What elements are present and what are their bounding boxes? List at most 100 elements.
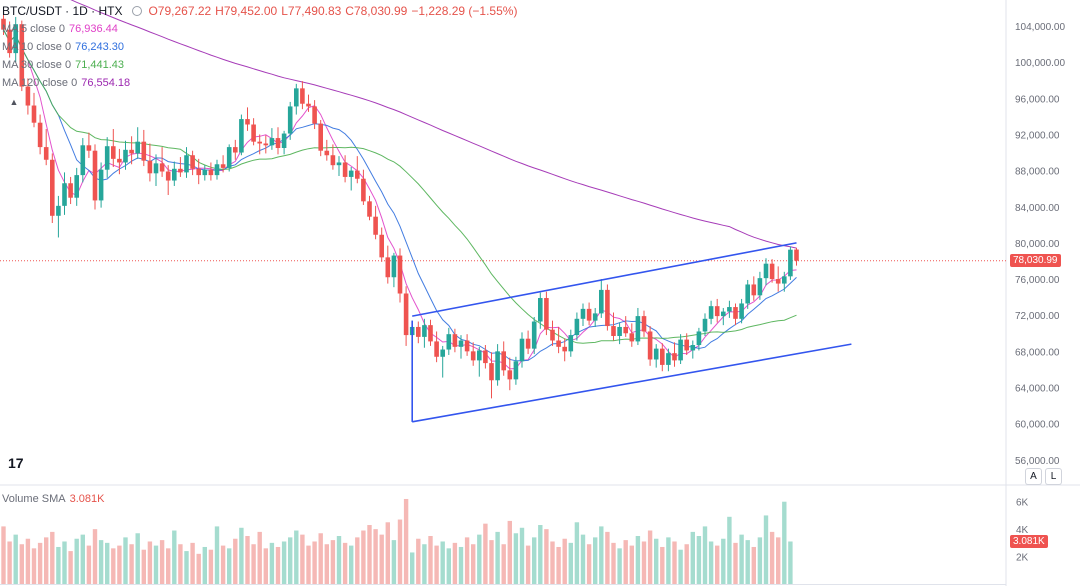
indicator-ma10[interactable]: MA 10 close 0 76,243.30 — [2, 40, 124, 54]
indicator-ma30[interactable]: MA 30 close 0 71,441.43 — [2, 58, 124, 72]
candle-body — [782, 276, 787, 284]
volume-bar — [178, 544, 183, 584]
volume-bar — [635, 536, 641, 584]
volume-bar — [617, 548, 622, 584]
candle-body — [361, 178, 366, 202]
volume-bar — [599, 526, 604, 584]
volume-bars — [1, 498, 793, 584]
volume-bar — [739, 534, 744, 584]
candle-body — [312, 106, 317, 124]
candle-body — [80, 145, 86, 176]
indicator-ma120[interactable]: MA 120 close 0 76,554.18 — [2, 76, 130, 90]
volume-bar — [745, 540, 750, 584]
volume-bar — [214, 526, 220, 584]
candle-body — [287, 106, 293, 134]
tradingview-logo-icon[interactable]: 17 — [8, 455, 24, 471]
candle-body — [757, 278, 763, 296]
candle-body — [550, 329, 555, 341]
candle-body — [775, 279, 781, 284]
volume-bar — [647, 530, 653, 584]
auto-scale-button[interactable]: A — [1025, 468, 1042, 485]
volume-bar — [532, 537, 537, 584]
volume-bar — [1, 526, 6, 584]
volume-bar — [56, 546, 61, 584]
volume-bar — [342, 542, 348, 584]
candle-body — [348, 170, 354, 177]
symbol-title[interactable]: BTC/USDT · 1D · HTX — [2, 4, 123, 18]
candle-body — [178, 168, 183, 173]
volume-bar — [678, 549, 683, 584]
candle-body — [403, 293, 409, 336]
candle-body — [159, 163, 165, 172]
volume-bar — [379, 534, 384, 584]
volume-bar — [611, 542, 616, 584]
indicator-value: 76,936.44 — [68, 23, 118, 35]
volume-bar — [306, 545, 311, 584]
volume-bar — [361, 530, 366, 584]
volume-bar — [574, 522, 580, 584]
trendline — [412, 242, 797, 317]
indicator-value: 76,554.18 — [81, 77, 131, 89]
candle-body — [251, 124, 256, 142]
candle-body — [580, 308, 586, 319]
indicator-label: MA 5 close 0 — [2, 23, 65, 35]
volume-bar — [458, 546, 464, 584]
indicator-value: 71,441.43 — [75, 59, 125, 71]
volume-bar — [166, 548, 171, 584]
volume-bar — [471, 544, 476, 584]
volume-bar — [184, 551, 189, 584]
volume-bar — [62, 541, 67, 584]
volume-bar — [172, 530, 177, 584]
candle-body — [714, 306, 720, 317]
volume-bar — [477, 534, 482, 584]
candle-body — [605, 289, 610, 327]
candle-body — [495, 351, 500, 381]
candle-body — [275, 138, 281, 149]
volume-bar — [25, 538, 31, 584]
candle-body — [37, 122, 43, 148]
volume-bar — [727, 516, 732, 584]
candle-body — [470, 351, 476, 361]
volume-bar — [452, 542, 458, 584]
candle-body — [568, 335, 574, 352]
indicator-ma5[interactable]: MA 5 close 0 76,936.44 — [2, 22, 118, 36]
candle-body — [117, 158, 122, 163]
price-tick-label: 104,000.00 — [1015, 22, 1065, 33]
volume-bar — [696, 536, 702, 584]
candle-body — [562, 346, 567, 352]
volume-bar — [324, 544, 329, 584]
volume-bar — [507, 520, 512, 584]
volume-sma-tag: 3.081K — [1010, 535, 1048, 548]
volume-bar — [483, 523, 488, 584]
candle-body — [379, 234, 384, 258]
volume-bar — [123, 537, 128, 584]
candle-body — [62, 183, 67, 206]
volume-bar — [660, 546, 665, 584]
volume-tick-label: 4K — [1016, 525, 1029, 536]
volume-bar — [434, 545, 439, 584]
candle-body — [336, 162, 342, 166]
volume-bar — [159, 540, 165, 584]
trendlines[interactable] — [411, 242, 852, 423]
volume-bar — [769, 531, 775, 584]
candle-body — [544, 298, 549, 330]
volume-bar — [684, 544, 689, 584]
candle-body — [245, 119, 250, 125]
volume-bar — [117, 545, 122, 584]
trendline — [412, 343, 852, 423]
candle-body — [452, 334, 458, 347]
log-scale-button[interactable]: L — [1045, 468, 1062, 485]
candle-body — [385, 257, 391, 278]
candle-body — [1, 18, 6, 30]
candle-body — [501, 351, 506, 371]
volume-legend[interactable]: Volume SMA 3.081K — [2, 493, 104, 505]
collapse-legend-icon[interactable]: ▲ — [9, 97, 19, 107]
candle-body — [111, 146, 116, 159]
candle-body — [281, 133, 287, 149]
volume-bar — [641, 541, 647, 584]
volume-bar — [672, 541, 677, 584]
volume-bar — [422, 544, 427, 584]
price-axis[interactable]: 104,000.00 100,000.00 96,000.00 92,000.00 88… — [1015, 22, 1065, 564]
candle-body — [74, 175, 79, 198]
